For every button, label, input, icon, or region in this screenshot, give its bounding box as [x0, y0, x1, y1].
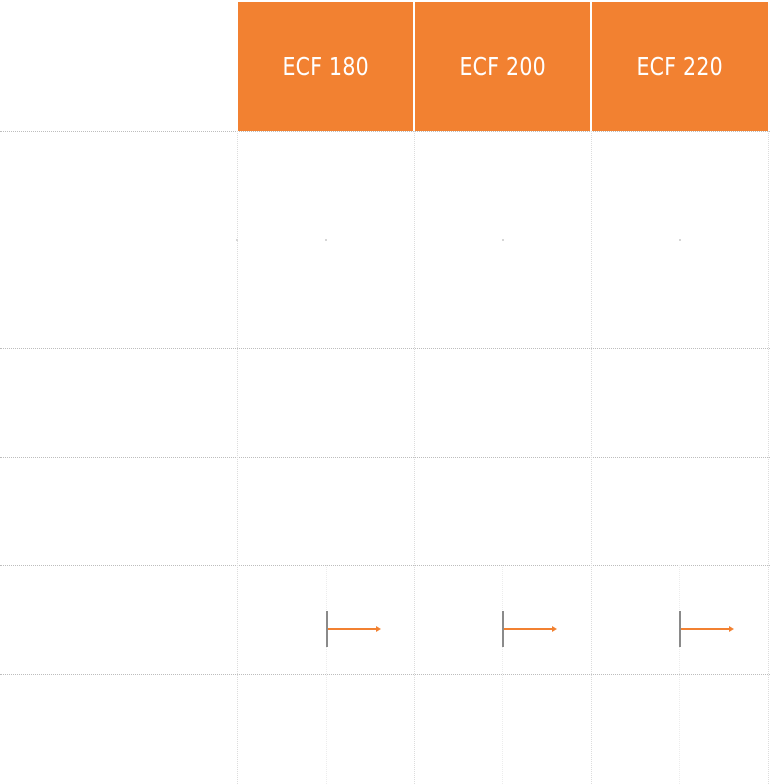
- marker-arrow-head: [729, 626, 734, 632]
- grid-dot: [502, 239, 504, 241]
- column-center-guide: [326, 565, 327, 784]
- grid-dot: [325, 239, 327, 241]
- row-divider: [0, 674, 770, 675]
- marker-arrow-head: [552, 626, 557, 632]
- marker-stem: [679, 611, 681, 647]
- column-divider: [414, 131, 415, 784]
- column-header-label: ECF 220: [636, 52, 724, 81]
- marker-stem: [502, 611, 504, 647]
- column-header-ecf-220: ECF 220: [592, 2, 768, 131]
- column-header-ecf-200: ECF 200: [415, 2, 590, 131]
- arrow-right-icon: [326, 611, 386, 651]
- column-header-ecf-180: ECF 180: [238, 2, 413, 131]
- arrow-right-icon: [679, 611, 739, 651]
- column-header-label: ECF 200: [459, 52, 546, 81]
- column-center-guide: [679, 565, 680, 784]
- marker-arrow-line: [328, 628, 378, 630]
- column-divider: [237, 131, 238, 784]
- column-header-label: ECF 180: [282, 52, 369, 81]
- column-center-guide: [502, 565, 503, 784]
- column-divider: [768, 131, 769, 784]
- arrow-right-icon: [502, 611, 562, 651]
- row-divider: [0, 131, 770, 132]
- marker-arrow-head: [376, 626, 381, 632]
- row-divider: [0, 348, 770, 349]
- row-divider: [0, 565, 770, 566]
- column-divider: [591, 131, 592, 784]
- grid-dot: [236, 239, 238, 241]
- marker-arrow-line: [681, 628, 731, 630]
- row-divider: [0, 457, 770, 458]
- marker-stem: [326, 611, 328, 647]
- marker-arrow-line: [504, 628, 554, 630]
- grid-dot: [679, 239, 681, 241]
